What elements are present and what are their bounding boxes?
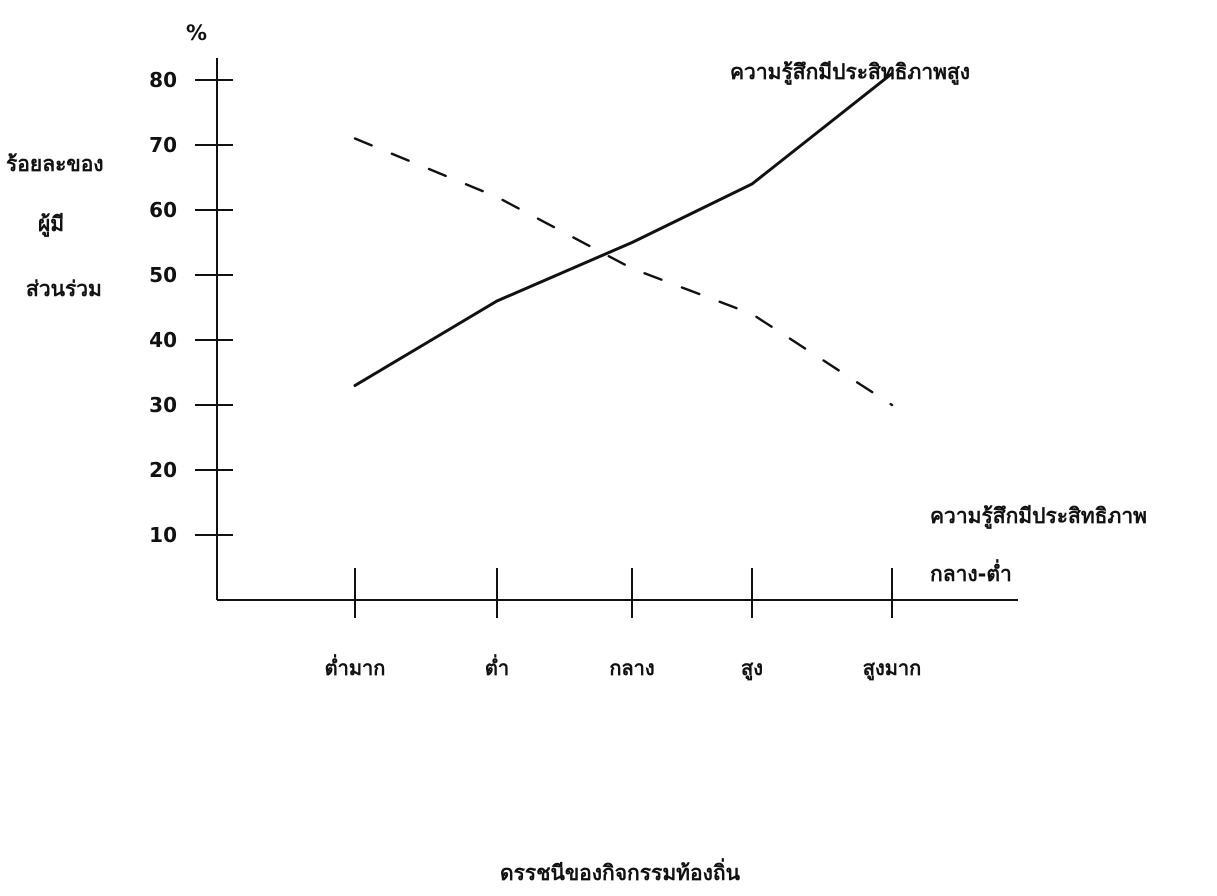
x-tick-label: สูง — [741, 656, 763, 682]
y-unit-label: % — [186, 21, 207, 45]
y-tick-label: 70 — [149, 133, 177, 157]
x-ticks: ต่ำมาก ต่ำ กลาง สูง สูงมาก — [325, 568, 922, 682]
y-tick-label: 10 — [149, 523, 177, 547]
y-tick-label: 80 — [149, 68, 177, 92]
y-axis-label-line-3: ส่วนร่วม — [26, 277, 102, 301]
y-tick-label: 40 — [149, 328, 177, 352]
y-tick-label: 20 — [149, 458, 177, 482]
y-ticks: 10 20 30 40 50 60 70 80 — [149, 68, 233, 547]
x-tick-label: ต่ำ — [485, 653, 509, 680]
series-label-high: ความรู้สึกมีประสิทธิภาพสูง — [730, 60, 970, 86]
series-label-midlow-line-2: กลาง-ต่ำ — [930, 558, 1012, 586]
series-line-high — [353, 72, 894, 387]
x-tick-label: กลาง — [609, 656, 654, 680]
x-axis-label: ดรรชนีของกิจกรรมท้องถิ่น — [500, 857, 741, 885]
series-group — [353, 72, 894, 407]
y-axis-label-line-1: ร้อยละของ — [6, 152, 104, 176]
y-tick-label: 60 — [149, 198, 177, 222]
y-tick-label: 30 — [149, 393, 177, 417]
x-tick-label: สูงมาก — [863, 656, 922, 682]
series-label-midlow-line-1: ความรู้สึกมีประสิทธิภาพ — [930, 504, 1147, 530]
x-tick-label: ต่ำมาก — [325, 653, 386, 680]
y-tick-label: 50 — [149, 263, 177, 287]
series-line-midlow — [353, 137, 894, 407]
y-axis-label-line-2: ผู้มี — [38, 212, 64, 238]
